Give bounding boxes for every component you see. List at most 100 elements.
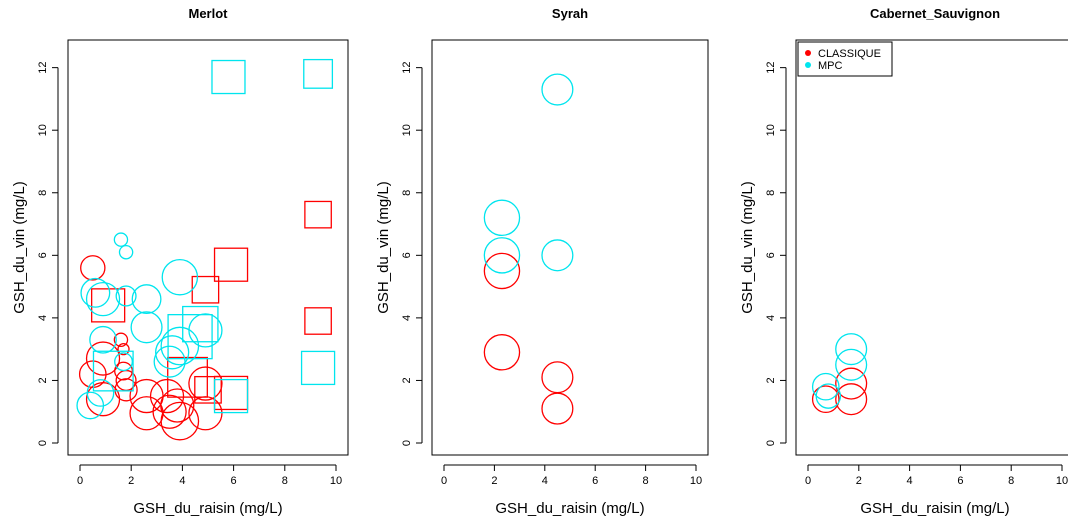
data-point-circle: [188, 313, 223, 348]
x-tick-label: 2: [128, 475, 134, 487]
data-point-circle: [161, 258, 199, 296]
legend-label: CLASSIQUE: [818, 48, 881, 60]
data-point-square: [304, 307, 332, 335]
y-tick-label: 6: [401, 252, 413, 258]
x-tick-label: 10: [1056, 475, 1068, 487]
y-axis-label: GSH_du_vin (mg/L): [11, 181, 28, 314]
y-tick-label: 12: [401, 62, 413, 74]
x-tick-label: 6: [231, 475, 237, 487]
y-tick-label: 0: [37, 440, 49, 446]
data-point-circle: [115, 285, 137, 307]
x-tick-label: 8: [643, 475, 649, 487]
y-axis-label: GSH_du_vin (mg/L): [739, 181, 756, 314]
data-point-circle: [160, 401, 200, 441]
plot-frame: [431, 39, 709, 456]
data-point-circle: [811, 385, 840, 414]
data-point-circle: [85, 281, 121, 317]
legend-marker: [805, 62, 811, 68]
data-point-circle: [80, 277, 111, 308]
x-axis-label: GSH_du_raisin (mg/L): [860, 500, 1009, 517]
data-point-circle: [114, 361, 133, 381]
y-tick-label: 0: [765, 440, 777, 446]
data-point-circle: [129, 396, 164, 431]
data-point-circle: [483, 199, 521, 237]
data-point-square: [194, 375, 222, 404]
data-point-circle: [188, 366, 223, 401]
plot-frame: [795, 39, 1068, 456]
data-point-circle: [815, 383, 842, 409]
data-point-circle: [131, 284, 162, 315]
x-tick-label: 4: [179, 475, 185, 487]
y-tick-label: 8: [37, 190, 49, 196]
legend-box: [797, 41, 893, 77]
data-point-circle: [130, 311, 163, 344]
x-tick-label: 0: [441, 475, 447, 487]
y-tick-label: 12: [765, 62, 777, 74]
data-point-square: [182, 305, 219, 343]
y-tick-label: 0: [401, 440, 413, 446]
data-point-circle: [113, 232, 129, 247]
x-tick-label: 8: [1008, 475, 1014, 487]
x-tick-label: 0: [805, 475, 811, 487]
x-tick-label: 0: [77, 475, 83, 487]
plot-frame: [67, 39, 349, 456]
chart-title: Cabernet_Sauvignon: [870, 6, 1000, 21]
y-tick-label: 12: [37, 62, 49, 74]
y-tick-label: 10: [765, 124, 777, 136]
x-tick-label: 6: [592, 475, 598, 487]
y-tick-label: 10: [401, 124, 413, 136]
data-point-circle: [85, 382, 121, 417]
data-point-square: [303, 58, 334, 89]
legend-marker: [805, 50, 811, 56]
y-tick-label: 2: [765, 377, 777, 383]
data-point-circle: [78, 360, 107, 389]
data-point-circle: [541, 73, 574, 106]
legend-label: MPC: [818, 60, 843, 72]
data-point-circle: [541, 239, 574, 272]
data-point-circle: [541, 392, 574, 425]
data-point-circle: [483, 334, 521, 371]
data-point-circle: [811, 372, 840, 401]
data-point-square: [92, 350, 134, 392]
data-point-circle: [114, 352, 133, 372]
y-tick-label: 8: [401, 190, 413, 196]
data-point-square: [211, 59, 246, 95]
y-tick-label: 6: [37, 252, 49, 258]
data-point-circle: [117, 343, 130, 356]
data-point-circle: [80, 255, 106, 281]
data-point-circle: [188, 396, 223, 431]
data-point-circle: [89, 325, 117, 354]
y-tick-label: 4: [765, 315, 777, 321]
y-tick-label: 2: [37, 377, 49, 383]
data-point-square: [167, 313, 213, 360]
x-tick-label: 2: [856, 475, 862, 487]
x-tick-label: 10: [330, 475, 342, 487]
data-point-circle: [152, 394, 187, 429]
data-point-square: [213, 247, 249, 282]
chart-title: Syrah: [552, 6, 588, 21]
x-tick-label: 10: [690, 475, 702, 487]
y-tick-label: 8: [765, 190, 777, 196]
data-point-square: [213, 378, 249, 414]
data-point-circle: [113, 332, 129, 348]
x-tick-label: 8: [282, 475, 288, 487]
data-point-circle: [541, 361, 574, 394]
x-axis-label: GSH_du_raisin (mg/L): [495, 500, 644, 517]
x-tick-label: 4: [907, 475, 913, 487]
x-tick-label: 4: [542, 475, 548, 487]
y-tick-label: 4: [401, 315, 413, 321]
data-point-square: [304, 200, 332, 229]
x-tick-label: 2: [491, 475, 497, 487]
data-point-circle: [835, 333, 868, 366]
x-axis-label: GSH_du_raisin (mg/L): [133, 500, 282, 517]
x-tick-label: 6: [957, 475, 963, 487]
y-tick-label: 6: [765, 252, 777, 258]
data-point-circle: [160, 388, 195, 423]
data-point-square: [91, 288, 126, 323]
data-point-circle: [835, 348, 868, 381]
data-point-circle: [483, 252, 521, 290]
y-tick-label: 10: [37, 124, 49, 136]
data-point-circle: [149, 378, 185, 414]
data-point-square: [300, 350, 336, 386]
data-point-circle: [835, 367, 868, 400]
